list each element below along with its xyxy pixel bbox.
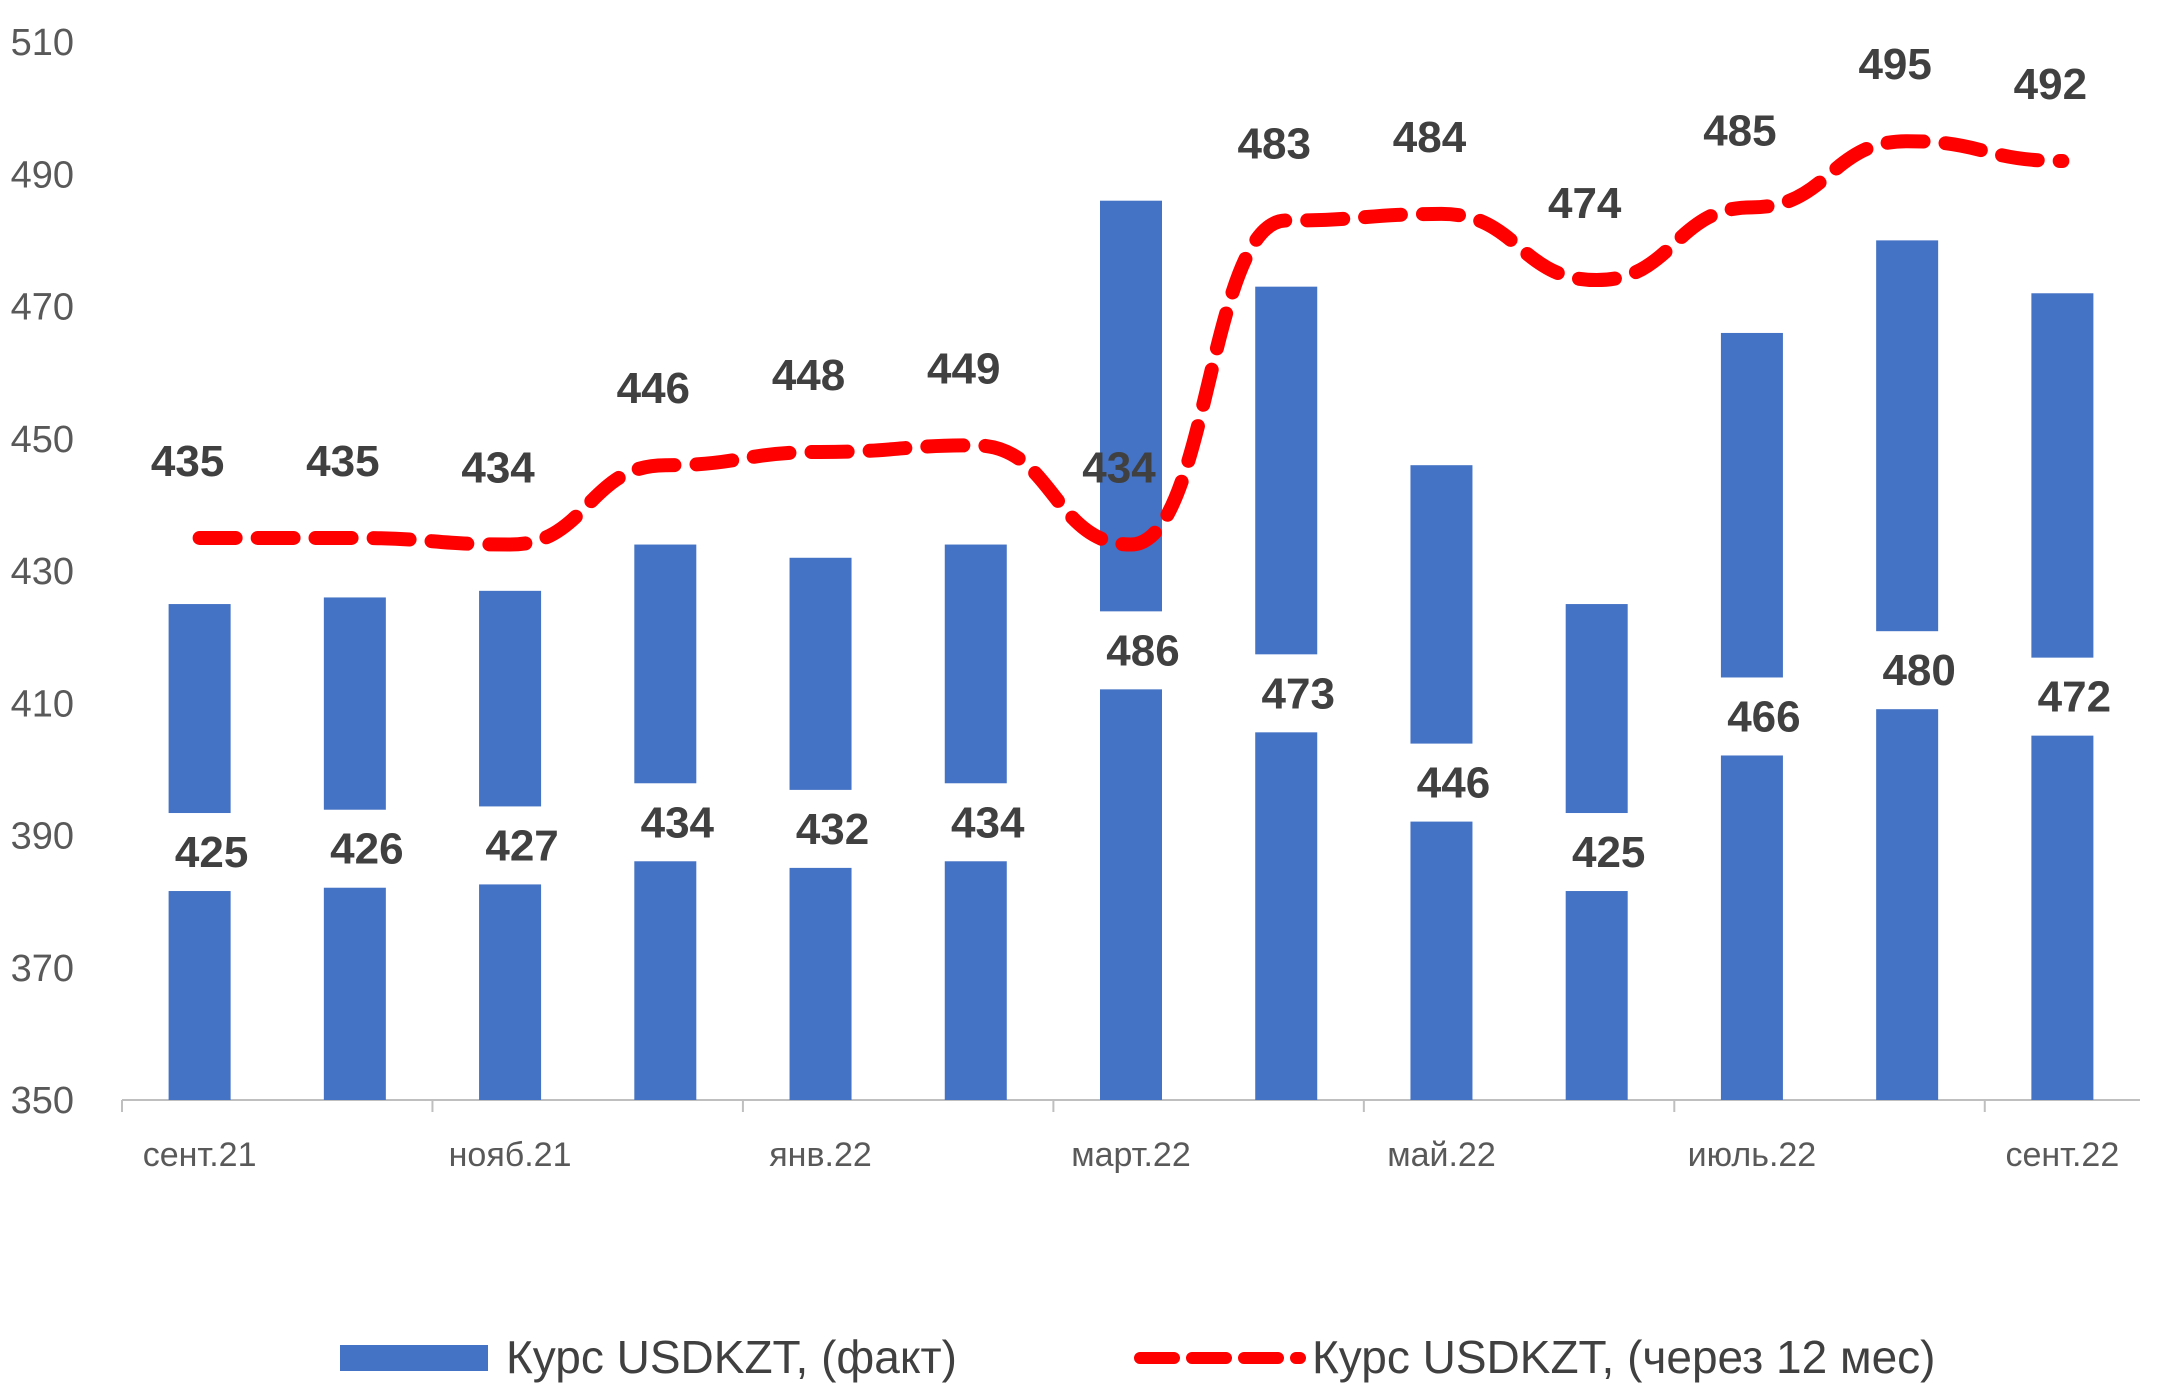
line-label: 435 [306, 437, 379, 486]
x-tick-label: сент.22 [2006, 1136, 2120, 1174]
bar-label: 466 [1727, 692, 1800, 741]
bar-label: 480 [1882, 646, 1955, 695]
bar-label: 425 [175, 828, 248, 877]
legend-line-label: Курс USDKZT, (через 12 мес) [1312, 1331, 1935, 1383]
bar-label: 425 [1572, 828, 1645, 877]
x-tick-label: июль.22 [1688, 1136, 1817, 1174]
bar-label-bg [1251, 654, 1346, 733]
bar-label-bg [940, 783, 1035, 862]
y-tick-label: 410 [11, 683, 74, 725]
line-label: 448 [772, 351, 845, 400]
y-tick-label: 430 [11, 551, 74, 593]
bar-label: 434 [641, 798, 715, 847]
bar-label-bg [1561, 813, 1656, 892]
legend-bar-swatch [340, 1345, 488, 1371]
bar-label-bg [630, 783, 725, 862]
line-label: 485 [1703, 106, 1776, 155]
bar-label-bg [164, 813, 259, 892]
bar-label-bg [319, 809, 414, 888]
y-tick-label: 470 [11, 287, 74, 329]
line-layer [192, 134, 2070, 552]
bar-label-bg [1716, 677, 1811, 756]
y-tick-label: 490 [11, 154, 74, 196]
bar-label-bg [1096, 611, 1190, 690]
x-tick-label: сент.21 [143, 1136, 257, 1174]
bar-label: 446 [1417, 759, 1490, 808]
y-tick-label: 450 [11, 419, 74, 461]
line-series-path [192, 134, 2070, 552]
line-label: 483 [1238, 120, 1311, 169]
line-label: 484 [1393, 113, 1467, 162]
labels-layer: 425 426 427 434 432 434 486 473 446 425 466 480 472 4… [151, 40, 2122, 892]
bar-label: 427 [485, 821, 558, 870]
x-tick-label: май.22 [1387, 1136, 1496, 1174]
line-label: 495 [1858, 40, 1931, 89]
bar-label-bg [1872, 631, 1967, 710]
y-tick-label: 370 [11, 948, 74, 990]
line-label: 446 [617, 364, 690, 413]
line-label: 435 [151, 437, 224, 486]
y-tick-label: 350 [11, 1080, 74, 1122]
legend: Курс USDKZT, (факт) Курс USDKZT, (через … [340, 1331, 1935, 1383]
axis-layer: 350 370 390 410 430 450 470 490 510 сент.21 нояб.2… [11, 22, 2140, 1174]
bar-label: 472 [2038, 673, 2111, 722]
x-tick-label: нояб.21 [449, 1136, 572, 1174]
bar-label: 473 [1262, 669, 1335, 718]
bar-label-bg [2027, 657, 2122, 736]
bar-label: 432 [796, 805, 869, 854]
x-tick-label: янв.22 [769, 1136, 872, 1174]
line-label: 449 [927, 344, 1000, 393]
line-label: 434 [1082, 444, 1156, 493]
legend-bar-label: Курс USDKZT, (факт) [506, 1331, 957, 1383]
bar-label-bg [475, 806, 570, 885]
y-tick-label: 510 [11, 22, 74, 64]
line-label: 434 [461, 444, 535, 493]
bar-label-bg [785, 789, 880, 868]
bar-label: 434 [951, 798, 1025, 847]
line-label: 492 [2014, 60, 2087, 109]
y-tick-label: 390 [11, 816, 74, 858]
bar-label: 486 [1106, 626, 1179, 675]
x-tick-label: март.22 [1071, 1136, 1191, 1174]
bar-label: 426 [330, 825, 403, 874]
bar-label-bg [1406, 743, 1501, 822]
line-label: 474 [1548, 179, 1622, 228]
